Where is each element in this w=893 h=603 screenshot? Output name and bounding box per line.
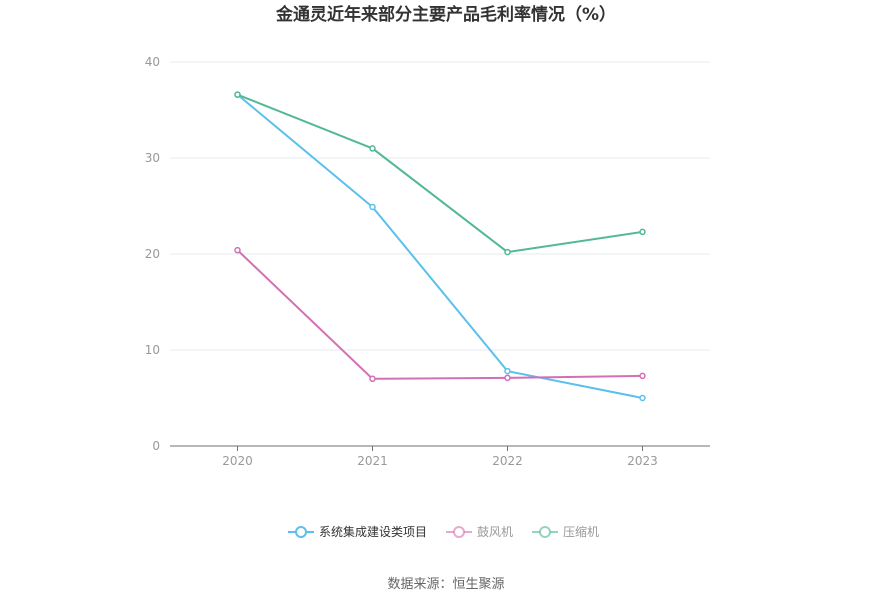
x-tick-label: 2020 [222, 454, 253, 468]
y-tick-label: 20 [145, 247, 160, 261]
data-point [639, 394, 646, 402]
legend-label: 系统集成建设类项目 [319, 524, 427, 539]
legend-marker [453, 526, 465, 538]
data-point [504, 367, 511, 375]
y-tick-label: 40 [145, 55, 160, 69]
data-point [234, 246, 241, 254]
series-line-3 [237, 93, 643, 254]
series-line-2 [236, 249, 643, 380]
legend-marker [295, 526, 307, 538]
y-tick-label: 30 [145, 151, 160, 165]
data-point [639, 228, 646, 236]
data-point [369, 145, 376, 152]
x-tick-label: 2023 [627, 454, 658, 468]
legend-label: 压缩机 [563, 524, 599, 539]
x-tick-label: 2022 [492, 454, 523, 468]
y-tick-label: 10 [145, 343, 160, 357]
grid [170, 61, 710, 351]
data-point [639, 372, 646, 380]
chart-title: 金通灵近年来部分主要产品毛利率情况（%） [275, 4, 616, 25]
series-group [234, 91, 646, 402]
legend: 系统集成建设类项目 鼓风机 压缩机 [288, 524, 599, 539]
legend-label: 鼓风机 [477, 525, 513, 539]
data-point [504, 374, 511, 382]
data-point [369, 203, 376, 211]
data-point [369, 375, 376, 383]
x-tick-label: 2021 [357, 454, 388, 468]
data-point [234, 91, 241, 98]
y-axis: 0 10 20 30 40 [145, 55, 160, 453]
data-source: 数据来源：恒生聚源 [387, 577, 504, 592]
series-line-1 [236, 93, 643, 399]
x-axis: 2020 2021 2022 2023 [170, 445, 710, 468]
legend-marker [539, 526, 551, 538]
data-point [504, 248, 511, 256]
y-tick-label: 0 [152, 439, 160, 453]
